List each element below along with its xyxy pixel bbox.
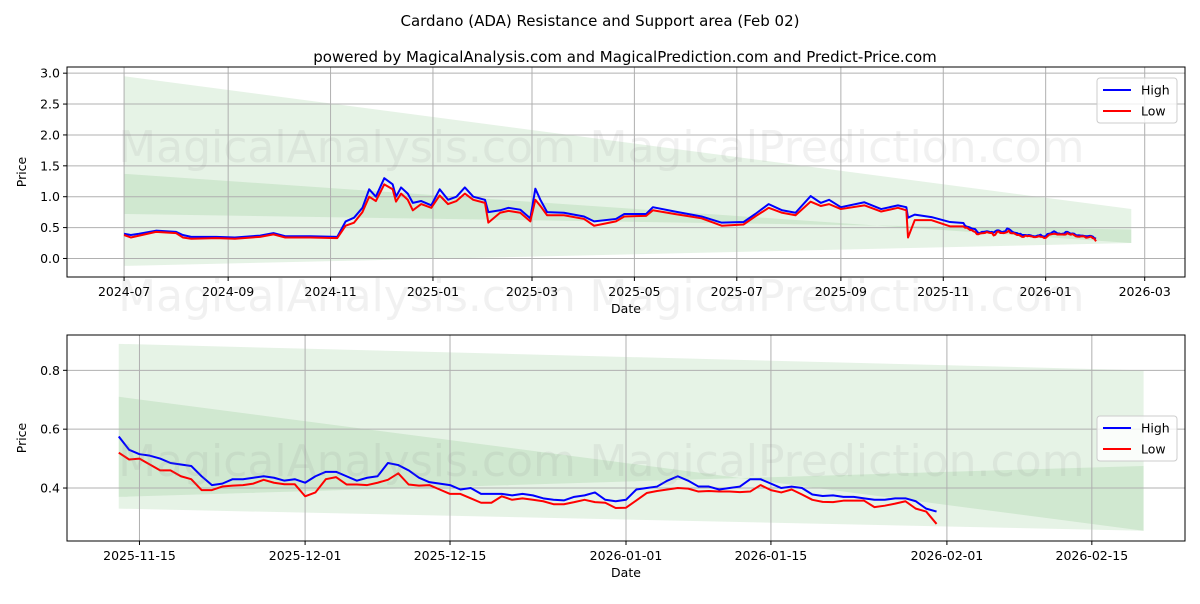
x-tick-label: 2025-12-15 — [414, 548, 487, 563]
low-line — [118, 451, 938, 525]
inner-band — [124, 173, 1132, 244]
plot-area — [67, 67, 1185, 277]
y-tick-label: 2.5 — [40, 97, 60, 112]
x-tick-label: 2025-11-15 — [103, 548, 176, 563]
x-tick-label: 2026-03 — [1119, 284, 1171, 299]
x-tick-label: 2026-01-15 — [735, 548, 808, 563]
x-axis-label: Date — [611, 301, 641, 316]
chart-subtitle: powered by MagicalAnalysis.com and Magic… — [313, 48, 937, 66]
outer-band — [124, 76, 1132, 266]
x-tick-label: 2024-07 — [98, 284, 150, 299]
watermark: MagicalPrediction.com — [590, 436, 1085, 487]
x-tick-label: 2025-01 — [407, 284, 459, 299]
low-line — [123, 183, 1097, 242]
x-axis-label: Date — [611, 565, 641, 580]
watermark: MagicalAnalysis.com — [118, 436, 576, 487]
y-tick-label: 3.0 — [40, 66, 60, 81]
x-tick-label: 2026-02-15 — [1056, 548, 1129, 563]
axes-frame — [66, 334, 1186, 542]
watermark: MagicalAnalysis.com — [118, 271, 576, 322]
legend-label: Low — [1141, 104, 1166, 119]
y-tick-label: 0.8 — [40, 363, 60, 378]
x-tick-label: 2026-01-01 — [590, 548, 663, 563]
y-tick-label: 1.0 — [40, 189, 60, 204]
legend-label: Low — [1141, 442, 1166, 457]
high-line — [123, 177, 1097, 240]
x-tick-label: 2026-01 — [1020, 284, 1072, 299]
x-tick-label: 2025-12-01 — [269, 548, 342, 563]
axes-frame — [66, 66, 1186, 278]
y-tick-label: 0.4 — [40, 481, 60, 496]
inner-band — [118, 396, 1144, 531]
legend: High Low — [1096, 415, 1178, 462]
x-tick-label: 2025-09 — [815, 284, 867, 299]
watermark: MagicalPrediction.com — [590, 271, 1085, 322]
x-tick-label: 2025-11 — [917, 284, 969, 299]
y-tick-label: 1.5 — [40, 158, 60, 173]
y-tick-label: 0.0 — [40, 251, 60, 266]
high-line — [117, 435, 937, 513]
legend: High Low — [1096, 77, 1178, 124]
watermark: MagicalPrediction.com — [590, 122, 1085, 173]
legend-label: High — [1141, 421, 1170, 436]
x-tick-label: 2026-02-01 — [911, 548, 984, 563]
legend-label: High — [1141, 83, 1170, 98]
y-tick-label: 0.5 — [40, 220, 60, 235]
x-tick-label: 2025-05 — [608, 284, 660, 299]
x-tick-label: 2024-11 — [304, 284, 356, 299]
y-tick-label: 2.0 — [40, 127, 60, 142]
plot-area — [67, 335, 1185, 541]
y-tick-label: 0.6 — [40, 422, 60, 437]
x-tick-label: 2025-07 — [711, 284, 763, 299]
chart-title: Cardano (ADA) Resistance and Support are… — [400, 12, 799, 30]
watermark: MagicalAnalysis.com — [118, 122, 576, 173]
y-axis-label: Price — [14, 422, 29, 453]
x-tick-label: 2024-09 — [202, 284, 254, 299]
x-tick-label: 2025-03 — [506, 284, 558, 299]
bottom-chart: 0.4 0.6 0.8 2025-11-15 2025-12-01 2025-12-15 2… — [14, 334, 1186, 580]
top-chart: 0.0 0.5 1.0 1.5 2.0 2.5 3.0 2024-07 2024-09 2024-… — [14, 66, 1186, 316]
y-axis-label: Price — [14, 156, 29, 187]
